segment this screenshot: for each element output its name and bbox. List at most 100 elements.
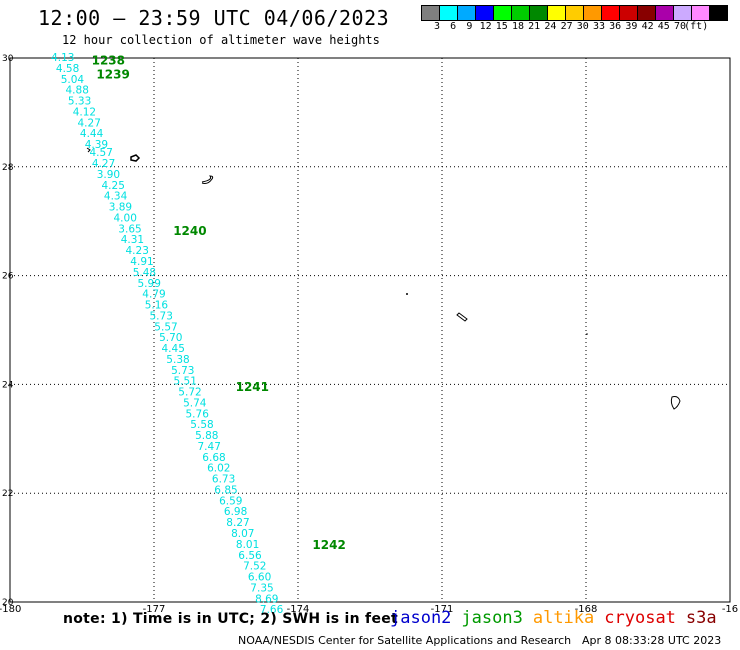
color-scale-label: 30	[576, 21, 589, 32]
color-scale-label: 45	[657, 21, 670, 32]
wave-height-value: 4.57	[90, 147, 113, 159]
wave-height-value: 6.98	[224, 506, 247, 518]
island-outline	[586, 333, 588, 335]
wave-height-value: 4.91	[130, 256, 153, 268]
lat-tick-label: 24	[2, 380, 14, 390]
timestamp-text: Apr 8 08:33:28 UTC 2023	[582, 634, 722, 647]
wave-height-value: 4.27	[78, 117, 101, 129]
lon-tick-label: -16	[722, 604, 738, 615]
wave-height-value: 5.38	[166, 354, 189, 366]
color-scale-labels: 3 6 9 12 15 18 21 24 27 30 33 36 39 42 45 70 (ft)	[421, 21, 740, 35]
wave-height-value: 5.72	[178, 387, 201, 399]
wave-height-value: 5.57	[154, 321, 177, 333]
wave-height-value: 5.70	[159, 332, 182, 344]
wave-height-value: 4.31	[121, 234, 144, 246]
satellite-label-s3a: s3a	[685, 608, 717, 628]
page-title: 12:00 – 23:59 UTC 04/06/2023	[38, 6, 390, 30]
footer-note: note: 1) Time is in UTC; 2) SWH is in fe…	[63, 611, 399, 627]
wave-height-value: 4.39	[85, 139, 108, 151]
color-scale-label: 39	[625, 21, 638, 32]
color-scale-label: 70	[673, 21, 687, 32]
wave-height-value: 5.73	[171, 365, 194, 377]
color-swatch	[709, 5, 728, 21]
wave-height-value: 4.79	[142, 289, 165, 301]
wave-height-value: 7.66	[260, 604, 284, 616]
lat-tick-label: 22	[2, 489, 13, 499]
wave-height-color-scale: 3 6 9 12 15 18 21 24 27 30 33 36 39 42 45 70 (ft)	[421, 5, 728, 32]
wave-height-value: 8.01	[236, 539, 259, 551]
wave-height-value: 3.90	[97, 169, 120, 181]
lon-tick-label: -177	[143, 604, 166, 615]
wave-height-value: 6.60	[248, 572, 271, 584]
wave-height-value: 4.13	[51, 52, 74, 64]
wave-height-value: 5.99	[138, 278, 161, 290]
wave-height-value: 8.69	[255, 593, 278, 605]
satellite-label-cryosat: cryosat	[604, 608, 676, 628]
wave-height-value: 6.02	[207, 463, 230, 475]
wave-height-value: 4.23	[126, 245, 149, 257]
pass-time-label: 1239	[96, 67, 129, 81]
island-outline	[670, 396, 681, 410]
color-scale-label: 12	[479, 21, 492, 32]
color-scale-label: 3	[433, 21, 441, 32]
wave-height-value: 5.76	[186, 408, 210, 420]
color-scale-label: 21	[528, 21, 541, 32]
color-scale-label: 24	[544, 21, 557, 32]
pass-time-label: 1242	[312, 538, 345, 552]
wave-height-value: 4.45	[162, 343, 185, 355]
wave-height-value: 5.88	[195, 430, 218, 442]
wave-height-value: 6.56	[238, 550, 262, 562]
wave-height-value: 6.73	[212, 474, 235, 486]
color-scale-label: 18	[511, 21, 525, 32]
lon-tick-label: -168	[575, 604, 598, 615]
color-swatches	[421, 5, 728, 21]
pass-time-label: 1240	[173, 224, 206, 238]
pass-time-label: 1238	[92, 54, 125, 68]
color-scale-label: 33	[592, 21, 606, 32]
island-outline	[201, 175, 214, 184]
page-subtitle: 12 hour collection of altimeter wave hei…	[62, 33, 380, 47]
wave-height-value: 4.12	[73, 106, 96, 118]
color-scale-label: 9	[466, 21, 473, 32]
wave-height-value: 4.44	[80, 128, 104, 140]
wave-height-value: 4.34	[104, 191, 128, 203]
credit-text: NOAA/NESDIS Center for Satellite Applica…	[238, 634, 572, 647]
island-outline	[86, 147, 91, 153]
pass-time-label: 1241	[236, 380, 269, 394]
lon-tick-label: -171	[431, 604, 454, 615]
lon-tick-label: -174	[287, 604, 310, 615]
color-scale-label: 6	[450, 21, 457, 32]
wave-height-value: 8.27	[226, 517, 249, 529]
satellite-label-jason2: jason2	[390, 608, 452, 628]
lat-tick-label: 28	[2, 163, 14, 173]
wave-height-value: 4.88	[66, 85, 89, 97]
wave-height-value: 5.74	[183, 397, 207, 409]
wave-height-value: 5.73	[150, 310, 173, 322]
color-scale-label: 36	[609, 21, 622, 32]
wave-height-value: 4.00	[114, 212, 137, 224]
wave-height-value: 5.58	[190, 419, 213, 431]
wave-height-value: 8.07	[231, 528, 254, 540]
wave-height-value: 7.52	[243, 561, 266, 573]
island-outline	[406, 293, 408, 295]
wave-height-value: 5.51	[174, 376, 197, 388]
wave-height-value: 4.58	[56, 63, 79, 75]
color-scale-label: (ft)	[684, 21, 709, 32]
color-scale-label: 15	[495, 21, 508, 32]
wave-height-value: 4.27	[92, 158, 115, 170]
map-frame	[9, 57, 731, 603]
lat-tick-label: 26	[2, 272, 14, 282]
wave-height-value: 5.16	[145, 300, 169, 312]
wave-height-value: 5.48	[133, 267, 156, 279]
wave-height-value: 3.89	[109, 202, 132, 214]
wave-height-value: 6.68	[202, 452, 225, 464]
satellite-label-altika: altika	[532, 608, 595, 628]
lat-tick-label: 20	[2, 598, 14, 608]
wave-height-value: 5.04	[61, 74, 85, 86]
island-outline	[130, 154, 141, 162]
wave-height-value: 7.35	[250, 582, 273, 594]
island-outline	[456, 312, 468, 322]
wave-height-value: 4.25	[102, 180, 125, 192]
wave-height-value: 6.59	[219, 495, 242, 507]
